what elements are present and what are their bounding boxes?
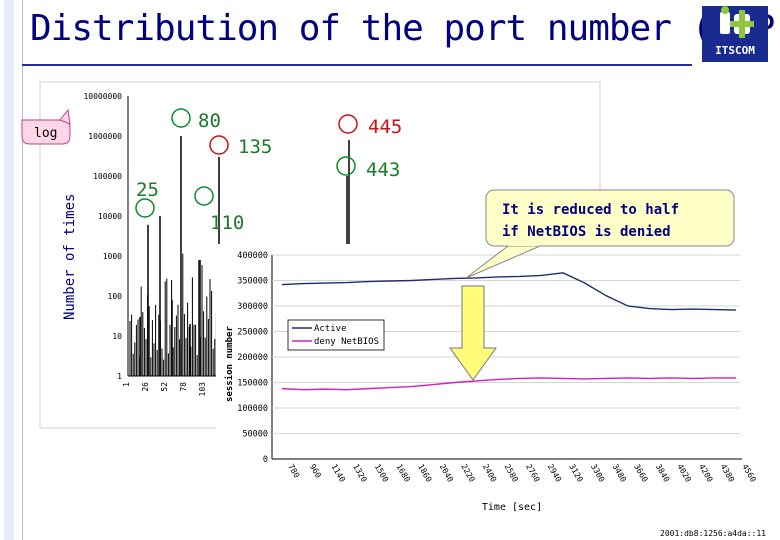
session-y-tick: 250000 xyxy=(237,328,268,338)
slide-left-bar xyxy=(0,0,23,540)
annotation-line-1: It is reduced to half xyxy=(502,202,679,218)
histogram-x-tick: 1 xyxy=(122,382,131,387)
port-80-circle xyxy=(171,108,191,128)
session-x-tick: 4560 xyxy=(740,463,758,484)
port-25-circle xyxy=(135,198,155,218)
histogram-y-tick: 10000000 xyxy=(83,92,122,101)
session-lines xyxy=(281,272,737,391)
legend-label-active: Active xyxy=(314,324,347,334)
histogram-x-ticks: 1 26 52 78 103 xyxy=(122,382,207,397)
histogram-x-tick: 103 xyxy=(198,382,207,397)
histogram-y-tick: 1000 xyxy=(103,252,122,261)
port-80-label: 80 xyxy=(198,110,221,132)
histogram-x-tick: 52 xyxy=(160,382,169,392)
histogram-y-tick: 100 xyxy=(108,292,123,301)
left-bar-stripe xyxy=(4,0,14,540)
logo-mark-i xyxy=(720,12,730,34)
port-110-circle xyxy=(194,186,214,206)
session-x-label: Time [sec] xyxy=(482,502,542,513)
histogram-y-tick: 1000000 xyxy=(88,132,122,141)
footer-address: 2001:db8:1256:a4da::11 xyxy=(660,529,766,538)
port-445-label: 445 xyxy=(368,116,402,138)
legend-label-deny: deny NetBIOS xyxy=(314,337,379,347)
log-callout-pointer xyxy=(59,108,71,125)
session-y-ticks: 400000 350000 300000 250000 200000 150000 1000… xyxy=(237,251,268,465)
port-25-label: 25 xyxy=(136,179,159,201)
annotation-line-2: if NetBIOS is denied xyxy=(502,224,671,240)
slide-title: Distribution of the port number (TCP) xyxy=(30,8,780,49)
port-135-label: 135 xyxy=(238,136,272,158)
histogram-x-tick: 78 xyxy=(179,382,188,392)
histogram-y-tick: 10 xyxy=(112,332,122,341)
histogram-y-tick: 100000 xyxy=(93,172,122,181)
histogram-y-label: Number of times xyxy=(62,194,78,320)
port-443-label: 443 xyxy=(366,159,400,181)
log-callout-text: log xyxy=(34,126,57,141)
port-445-circle xyxy=(338,114,358,134)
session-y-label: session number xyxy=(224,326,235,402)
histogram-y-ticks: 10000000 1000000 100000 10000 1000 100 10 1 xyxy=(83,92,122,381)
port-110-label: 110 xyxy=(210,212,244,234)
port-443-circle xyxy=(336,156,356,176)
title-underline xyxy=(22,64,692,66)
logo-text: ITSCOM xyxy=(715,44,755,57)
series-deny-netbios-line xyxy=(281,377,736,391)
logo-mark-plus-h xyxy=(730,21,754,27)
itscom-logo: ITSCOM xyxy=(702,6,768,62)
port-135-circle xyxy=(209,135,229,155)
histogram-y-tick: 10000 xyxy=(98,212,122,221)
session-y-tick: 200000 xyxy=(237,353,268,363)
session-y-tick: 150000 xyxy=(237,379,268,389)
logo-mark-dot xyxy=(721,6,729,14)
session-y-tick: 50000 xyxy=(242,430,268,440)
series-active-line xyxy=(281,272,737,311)
histogram-y-tick: 1 xyxy=(117,372,122,381)
session-y-tick: 350000 xyxy=(237,277,268,287)
session-y-tick: 300000 xyxy=(237,302,268,312)
session-y-tick: 0 xyxy=(263,455,268,465)
reduction-arrow xyxy=(449,285,497,381)
session-y-tick: 100000 xyxy=(237,404,268,414)
session-y-tick: 400000 xyxy=(237,251,268,261)
histogram-x-tick: 26 xyxy=(141,382,150,392)
session-legend-box xyxy=(287,319,385,351)
annotation-box xyxy=(485,189,735,247)
